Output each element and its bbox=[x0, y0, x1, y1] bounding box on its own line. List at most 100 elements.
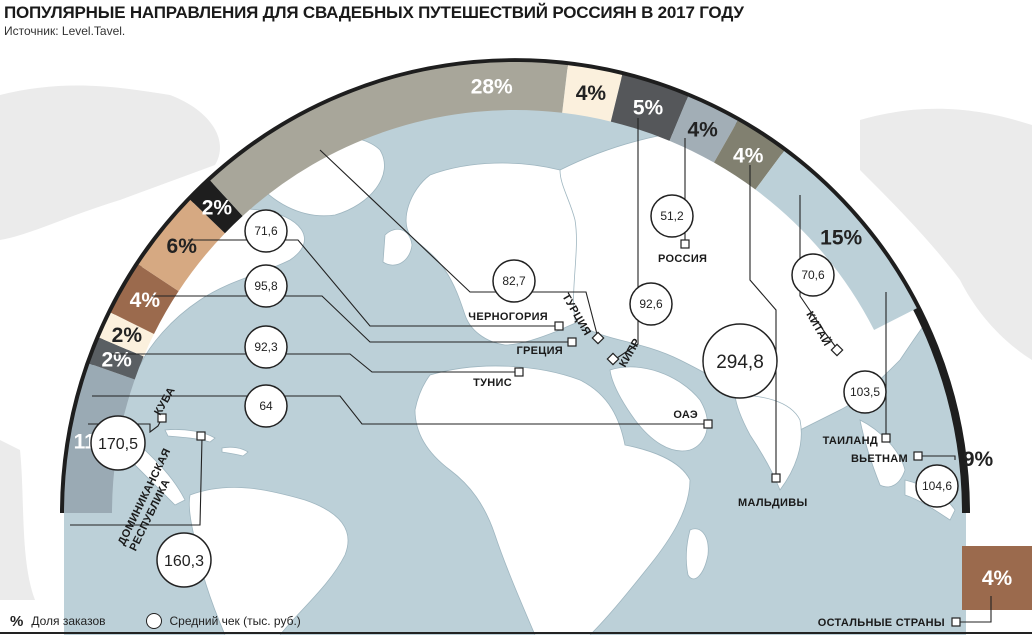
share-label-vietnam: 9% bbox=[963, 448, 994, 471]
avg-check-label: 104,6 bbox=[922, 479, 952, 493]
country-label-greece: ГРЕЦИЯ bbox=[516, 345, 563, 357]
country-label-others: ОСТАЛЬНЫЕ СТРАНЫ bbox=[818, 617, 945, 629]
share-label: 4% bbox=[576, 82, 607, 105]
marker-greece bbox=[567, 337, 577, 347]
others-block: 4% ОСТАЛЬНЫЕ СТРАНЫ bbox=[818, 546, 1032, 629]
leader-china bbox=[799, 195, 839, 351]
leader-uae bbox=[92, 395, 708, 425]
leader-dominican bbox=[70, 437, 203, 526]
share-label: 4% bbox=[687, 118, 718, 141]
avg-check-bubble bbox=[702, 323, 778, 399]
avg-check-bubble bbox=[791, 253, 835, 297]
avg-check-bubble bbox=[650, 194, 694, 238]
share-label: 2% bbox=[112, 324, 143, 347]
marker-cuba bbox=[157, 413, 167, 423]
country-label-vietnam: ВЬЕТНАМ bbox=[851, 453, 908, 465]
avg-check-bubble bbox=[843, 370, 887, 414]
avg-check-label: 160,3 bbox=[164, 553, 204, 570]
ring-segment bbox=[99, 312, 154, 357]
legend-pct-symbol: % bbox=[10, 612, 24, 630]
ring-segment bbox=[610, 74, 688, 141]
marker-montenegro bbox=[554, 321, 564, 331]
avg-check-label: 64 bbox=[259, 399, 273, 413]
share-label: 2% bbox=[101, 348, 132, 371]
avg-check-bubble bbox=[156, 532, 212, 588]
avg-check-label: 92,6 bbox=[639, 297, 663, 311]
avg-check-bubble bbox=[629, 282, 673, 326]
avg-check-label: 95,8 bbox=[254, 279, 278, 293]
avg-check-bubbles: 160,3 170,5 64 92,3 95,8 71,6 82,7 92,6 51,2 294,… bbox=[90, 194, 959, 588]
ring-segment bbox=[713, 120, 785, 190]
share-label: 15% bbox=[820, 226, 862, 249]
avg-check-bubble bbox=[90, 415, 146, 471]
marker-thailand bbox=[881, 433, 891, 443]
avg-check-bubble bbox=[244, 325, 288, 369]
marker-russia bbox=[680, 239, 690, 249]
leader-lines bbox=[70, 118, 956, 526]
marker-maldives bbox=[771, 473, 781, 483]
share-ring bbox=[64, 61, 917, 513]
marker-turkey bbox=[591, 331, 605, 345]
share-label: 6% bbox=[167, 235, 198, 258]
avg-check-label: 92,3 bbox=[254, 340, 278, 354]
legend-circle-icon bbox=[145, 613, 162, 629]
marker-tunisia bbox=[514, 367, 524, 377]
leader-greece bbox=[152, 295, 572, 343]
others-leader bbox=[960, 596, 992, 623]
others-share-box bbox=[962, 546, 1032, 610]
country-markers bbox=[157, 239, 923, 483]
ring-segment bbox=[562, 65, 623, 122]
outer-world-map bbox=[0, 85, 1032, 600]
marker-cyprus bbox=[606, 352, 620, 366]
country-label-uae: ОАЭ bbox=[673, 409, 698, 421]
share-label: 28% bbox=[471, 76, 513, 99]
legend-pct-label: Доля заказов bbox=[31, 614, 106, 628]
country-label-maldives: МАЛЬДИВЫ bbox=[738, 497, 808, 509]
share-label: 4% bbox=[130, 289, 161, 312]
leader-montenegro bbox=[188, 239, 560, 327]
avg-check-bubble bbox=[915, 464, 959, 508]
country-label-tunisia: ТУНИС bbox=[473, 377, 512, 389]
source-note: Источник: Level.Tavel. bbox=[4, 24, 126, 38]
country-label-russia: РОССИЯ bbox=[658, 253, 707, 265]
avg-check-label: 170,5 bbox=[98, 436, 138, 453]
avg-check-bubble bbox=[244, 209, 288, 253]
avg-check-label: 82,7 bbox=[502, 274, 526, 288]
leader-cyprus bbox=[613, 118, 639, 361]
share-label: 5% bbox=[633, 96, 664, 119]
country-label-montenegro: ЧЕРНОГОРИЯ bbox=[468, 311, 548, 323]
avg-check-label: 51,2 bbox=[660, 209, 684, 223]
ring-segment bbox=[669, 96, 738, 163]
leader-tunisia bbox=[112, 353, 520, 373]
marker-china bbox=[830, 343, 844, 357]
ring-segment bbox=[89, 337, 144, 380]
share-label: 2% bbox=[202, 196, 233, 219]
ring-segment bbox=[210, 61, 568, 216]
leader-vietnam bbox=[922, 455, 956, 460]
marker-dominican bbox=[196, 431, 206, 441]
country-label-thailand: ТАИЛАНД bbox=[823, 435, 878, 447]
marker-uae bbox=[703, 419, 713, 429]
ring-segment bbox=[110, 264, 179, 334]
share-label: 4% bbox=[733, 144, 764, 167]
others-marker bbox=[951, 617, 961, 627]
avg-check-label: 71,6 bbox=[254, 224, 278, 238]
ring-segment bbox=[138, 199, 225, 292]
avg-check-bubble bbox=[244, 264, 288, 308]
ring-segment bbox=[190, 180, 243, 234]
bottom-rule bbox=[0, 632, 1032, 634]
avg-check-bubble bbox=[244, 384, 288, 428]
legend-check-label: Средний чек (тыс. руб.) bbox=[169, 614, 301, 628]
legend: % Доля заказов Средний чек (тыс. руб.) bbox=[10, 611, 301, 631]
ring-segment bbox=[755, 151, 917, 331]
avg-check-bubble bbox=[492, 259, 536, 303]
leader-maldives bbox=[749, 165, 777, 478]
avg-check-label: 294,8 bbox=[716, 352, 764, 373]
avg-check-label: 103,5 bbox=[850, 385, 880, 399]
page-title: ПОПУЛЯРНЫЕ НАПРАВЛЕНИЯ ДЛЯ СВАДЕБНЫХ ПУТ… bbox=[4, 3, 744, 22]
avg-check-label: 70,6 bbox=[801, 268, 825, 282]
marker-vietnam bbox=[913, 451, 923, 461]
others-share-label: 4% bbox=[982, 567, 1013, 590]
